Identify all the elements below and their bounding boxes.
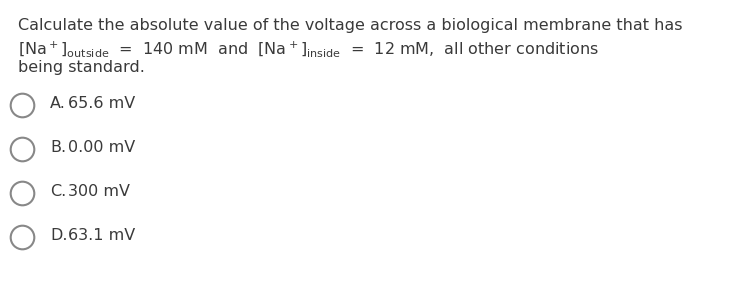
Text: being standard.: being standard. (18, 60, 145, 75)
Text: C.: C. (50, 184, 66, 199)
Text: 300 mV: 300 mV (68, 184, 130, 199)
Text: $[\mathrm{Na}^+]_\mathrm{outside}$  =  140 mM  and  $[\mathrm{Na}^+]_\mathrm{ins: $[\mathrm{Na}^+]_\mathrm{outside}$ = 140… (18, 39, 599, 59)
Text: Calculate the absolute value of the voltage across a biological membrane that ha: Calculate the absolute value of the volt… (18, 18, 683, 33)
Text: 65.6 mV: 65.6 mV (68, 97, 135, 111)
Text: A.: A. (50, 97, 66, 111)
Text: B.: B. (50, 140, 66, 156)
Text: 0.00 mV: 0.00 mV (68, 140, 135, 156)
Text: 63.1 mV: 63.1 mV (68, 229, 135, 243)
Text: D.: D. (50, 229, 67, 243)
